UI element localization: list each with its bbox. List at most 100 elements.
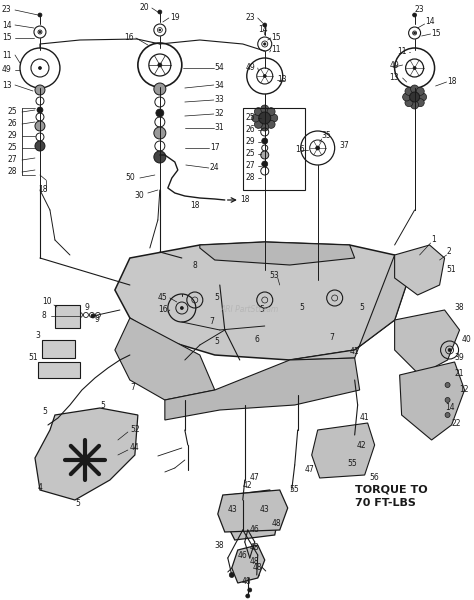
Text: 49: 49 — [390, 61, 400, 70]
Circle shape — [405, 98, 413, 107]
Text: 51: 51 — [447, 265, 456, 275]
Text: 35: 35 — [322, 131, 331, 140]
Circle shape — [410, 85, 419, 93]
Text: 15: 15 — [432, 29, 441, 38]
Polygon shape — [115, 242, 410, 360]
Text: 48: 48 — [250, 542, 259, 551]
Circle shape — [180, 307, 183, 310]
Text: 23: 23 — [415, 5, 424, 14]
Text: 23: 23 — [246, 13, 255, 22]
Circle shape — [316, 146, 319, 150]
Text: ARI PartStream: ARI PartStream — [220, 305, 279, 314]
Text: 7: 7 — [130, 383, 135, 392]
Circle shape — [246, 594, 250, 598]
Circle shape — [38, 13, 42, 17]
Circle shape — [158, 63, 162, 67]
Text: 13: 13 — [2, 80, 12, 89]
Text: 44: 44 — [130, 443, 140, 452]
Text: 48: 48 — [253, 563, 263, 572]
Text: 2: 2 — [447, 247, 451, 257]
Circle shape — [229, 572, 234, 577]
Circle shape — [91, 314, 95, 318]
Text: 29: 29 — [8, 131, 18, 140]
Circle shape — [35, 141, 45, 151]
Text: 17: 17 — [210, 143, 219, 152]
Text: 11: 11 — [2, 50, 11, 59]
Text: 28: 28 — [8, 167, 18, 176]
Text: 54: 54 — [215, 64, 225, 73]
Text: 18: 18 — [190, 200, 200, 209]
Text: 47: 47 — [305, 466, 314, 475]
Polygon shape — [200, 242, 355, 265]
Text: 28: 28 — [246, 173, 255, 182]
Circle shape — [402, 93, 410, 101]
Text: 11: 11 — [398, 47, 407, 56]
Polygon shape — [395, 245, 445, 295]
Text: 8: 8 — [42, 311, 47, 320]
Circle shape — [263, 23, 267, 27]
Text: 5: 5 — [260, 305, 264, 314]
Polygon shape — [218, 490, 288, 532]
Text: 10: 10 — [42, 298, 52, 307]
Text: 24: 24 — [210, 163, 219, 173]
Text: 38: 38 — [455, 304, 464, 313]
Text: 15: 15 — [271, 34, 280, 43]
Polygon shape — [38, 362, 80, 378]
Text: 5: 5 — [42, 407, 47, 416]
Text: 9: 9 — [85, 304, 90, 313]
Text: 32: 32 — [215, 109, 224, 118]
Circle shape — [405, 88, 413, 95]
Polygon shape — [115, 318, 215, 400]
Text: 42: 42 — [243, 481, 252, 491]
Circle shape — [261, 105, 269, 113]
Text: 43: 43 — [228, 505, 237, 514]
Text: 49: 49 — [246, 64, 255, 73]
Circle shape — [154, 83, 166, 95]
Text: 41: 41 — [360, 413, 369, 422]
Text: 34: 34 — [215, 80, 225, 89]
Text: TORQUE TO: TORQUE TO — [355, 485, 427, 495]
Text: 47: 47 — [250, 473, 259, 481]
Circle shape — [154, 127, 166, 139]
Circle shape — [412, 13, 417, 17]
Circle shape — [255, 107, 263, 116]
Text: 25: 25 — [246, 149, 255, 158]
Text: 5: 5 — [75, 499, 80, 508]
Circle shape — [264, 43, 266, 45]
Text: 7: 7 — [210, 317, 215, 326]
Text: 1: 1 — [432, 235, 437, 245]
Polygon shape — [395, 310, 460, 375]
Polygon shape — [225, 490, 280, 540]
Text: 16: 16 — [124, 34, 134, 43]
Text: 40: 40 — [462, 335, 471, 344]
Text: 9: 9 — [95, 316, 100, 325]
Text: 55: 55 — [290, 485, 300, 494]
Text: 12: 12 — [460, 385, 469, 395]
Polygon shape — [165, 358, 360, 420]
Polygon shape — [55, 305, 80, 328]
Circle shape — [410, 101, 419, 109]
Bar — [243, 108, 305, 190]
Text: 31: 31 — [215, 124, 224, 133]
Text: 27: 27 — [8, 155, 18, 164]
Circle shape — [416, 98, 424, 107]
Text: 46: 46 — [238, 551, 247, 559]
Text: 15: 15 — [2, 34, 12, 43]
Text: 4: 4 — [38, 484, 43, 493]
Text: 18: 18 — [38, 185, 47, 194]
Circle shape — [248, 588, 252, 592]
Text: 38: 38 — [215, 541, 224, 550]
Text: 26: 26 — [246, 125, 255, 134]
Circle shape — [35, 121, 45, 131]
Circle shape — [267, 121, 275, 128]
Text: 8: 8 — [193, 260, 198, 269]
Polygon shape — [42, 340, 75, 358]
Text: 14: 14 — [426, 17, 435, 26]
Circle shape — [448, 349, 451, 352]
Text: 5: 5 — [215, 337, 219, 346]
Circle shape — [410, 92, 419, 102]
Circle shape — [37, 107, 43, 113]
Text: 14: 14 — [258, 25, 267, 34]
Text: 49: 49 — [2, 65, 12, 74]
Text: 51: 51 — [28, 353, 37, 362]
